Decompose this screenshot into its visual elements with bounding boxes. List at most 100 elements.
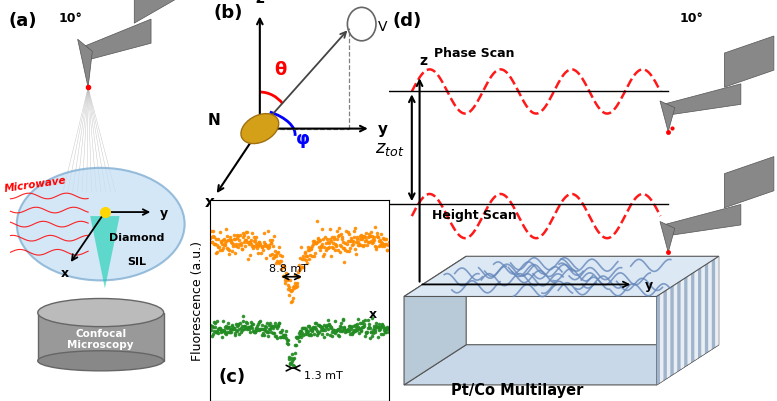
Point [256, 244, 268, 250]
Point [336, 328, 348, 334]
Point [352, 240, 364, 246]
Point [225, 240, 238, 247]
Point [327, 240, 340, 247]
Point [260, 243, 273, 250]
Point [240, 319, 253, 326]
Point [272, 322, 284, 328]
Point [364, 233, 376, 239]
Point [257, 239, 270, 246]
Point [297, 324, 309, 331]
Point [298, 325, 310, 332]
Point [319, 327, 331, 334]
Point [309, 326, 322, 333]
Point [259, 323, 271, 330]
Point [372, 234, 385, 240]
Point [372, 238, 385, 244]
Point [265, 329, 277, 336]
Point [277, 332, 289, 338]
Point [204, 324, 216, 330]
Point [362, 239, 375, 246]
Point [368, 243, 381, 249]
Point [294, 255, 307, 261]
Point [308, 325, 320, 331]
Polygon shape [404, 257, 466, 385]
Point [287, 356, 299, 362]
Point [228, 325, 240, 331]
Polygon shape [664, 290, 667, 381]
Point [336, 236, 348, 243]
Text: 10°: 10° [680, 12, 703, 25]
Point [363, 231, 375, 237]
Point [312, 238, 325, 245]
Point [304, 253, 316, 259]
Point [262, 333, 274, 340]
Point [272, 249, 284, 256]
Point [317, 237, 329, 243]
Point [350, 327, 362, 334]
Point [287, 362, 299, 368]
Point [353, 242, 365, 249]
Point [296, 256, 308, 262]
Point [254, 243, 267, 249]
Point [375, 324, 387, 330]
Point [206, 239, 218, 246]
Point [224, 326, 236, 332]
Point [223, 247, 235, 253]
Point [237, 323, 249, 330]
Point [365, 238, 378, 244]
Text: z: z [256, 0, 264, 6]
Point [288, 280, 301, 287]
Point [248, 234, 260, 241]
Point [256, 244, 268, 251]
Point [380, 326, 392, 332]
Point [372, 334, 385, 340]
Point [219, 227, 232, 233]
Point [230, 327, 242, 333]
Ellipse shape [241, 114, 279, 144]
Point [330, 228, 343, 235]
Point [334, 242, 347, 249]
Text: (b): (b) [214, 4, 242, 22]
Point [208, 235, 221, 241]
Text: y: y [645, 279, 653, 292]
Polygon shape [678, 281, 681, 372]
Point [340, 328, 353, 334]
Point [227, 326, 239, 332]
Point [291, 334, 304, 340]
Point [341, 238, 354, 244]
Point [284, 277, 296, 284]
Point [239, 326, 252, 332]
Point [286, 351, 298, 357]
Point [346, 330, 358, 336]
Point [259, 241, 271, 247]
Point [367, 330, 379, 336]
Point [370, 320, 382, 327]
Point [316, 227, 329, 233]
Point [274, 258, 286, 265]
Point [338, 324, 350, 330]
Point [296, 264, 308, 270]
Point [256, 332, 268, 338]
Point [241, 229, 253, 236]
Point [299, 250, 312, 257]
Text: 1.3 mT: 1.3 mT [304, 370, 343, 380]
Point [260, 255, 272, 261]
Point [235, 324, 247, 331]
Point [300, 328, 312, 334]
Point [246, 230, 258, 237]
Point [295, 244, 308, 250]
Point [357, 243, 370, 250]
Point [322, 317, 334, 323]
Point [312, 330, 325, 336]
Point [283, 292, 295, 299]
Point [308, 253, 320, 259]
Point [272, 259, 284, 265]
Point [301, 329, 313, 336]
Point [282, 282, 294, 289]
Point [339, 240, 351, 247]
Point [345, 324, 357, 330]
Point [302, 332, 315, 338]
Point [310, 240, 322, 246]
Point [319, 234, 331, 240]
Y-axis label: Fluorescence (a.u.): Fluorescence (a.u.) [191, 241, 204, 360]
